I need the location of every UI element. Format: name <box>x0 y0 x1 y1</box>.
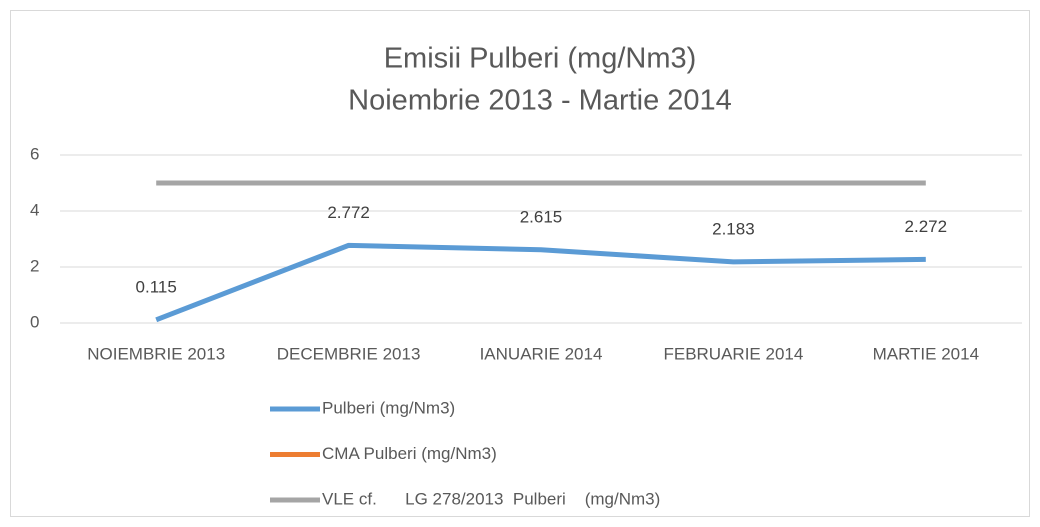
y-tick-label: 4 <box>30 200 39 219</box>
x-tick-label: NOIEMBRIE 2013 <box>87 344 225 363</box>
chart-frame <box>10 10 1030 517</box>
y-tick-label: 6 <box>30 144 39 163</box>
series-line <box>155 242 926 323</box>
legend-label: VLE cf. LG 278/2013 Pulberi (mg/Nm3) <box>322 489 660 508</box>
data-label: 2.772 <box>327 203 370 222</box>
x-tick-label: FEBRUARIE 2014 <box>663 344 803 363</box>
x-tick-label: DECEMBRIE 2013 <box>277 344 421 363</box>
chart-title: Emisii Pulberi (mg/Nm3) <box>384 43 697 75</box>
data-label: 2.272 <box>905 217 948 236</box>
data-label: 0.115 <box>136 277 177 296</box>
data-label: 2.615 <box>520 207 563 226</box>
y-tick-label: 0 <box>30 312 39 331</box>
chart-subtitle: Noiembrie 2013 - Martie 2014 <box>348 85 732 117</box>
x-tick-label: MARTIE 2014 <box>873 344 979 363</box>
data-label: 2.183 <box>712 219 755 238</box>
x-tick-label: IANUARIE 2014 <box>480 344 603 363</box>
legend-label: Pulberi (mg/Nm3) <box>322 398 455 417</box>
legend-label: CMA Pulberi (mg/Nm3) <box>322 444 497 463</box>
y-tick-label: 2 <box>30 256 39 275</box>
